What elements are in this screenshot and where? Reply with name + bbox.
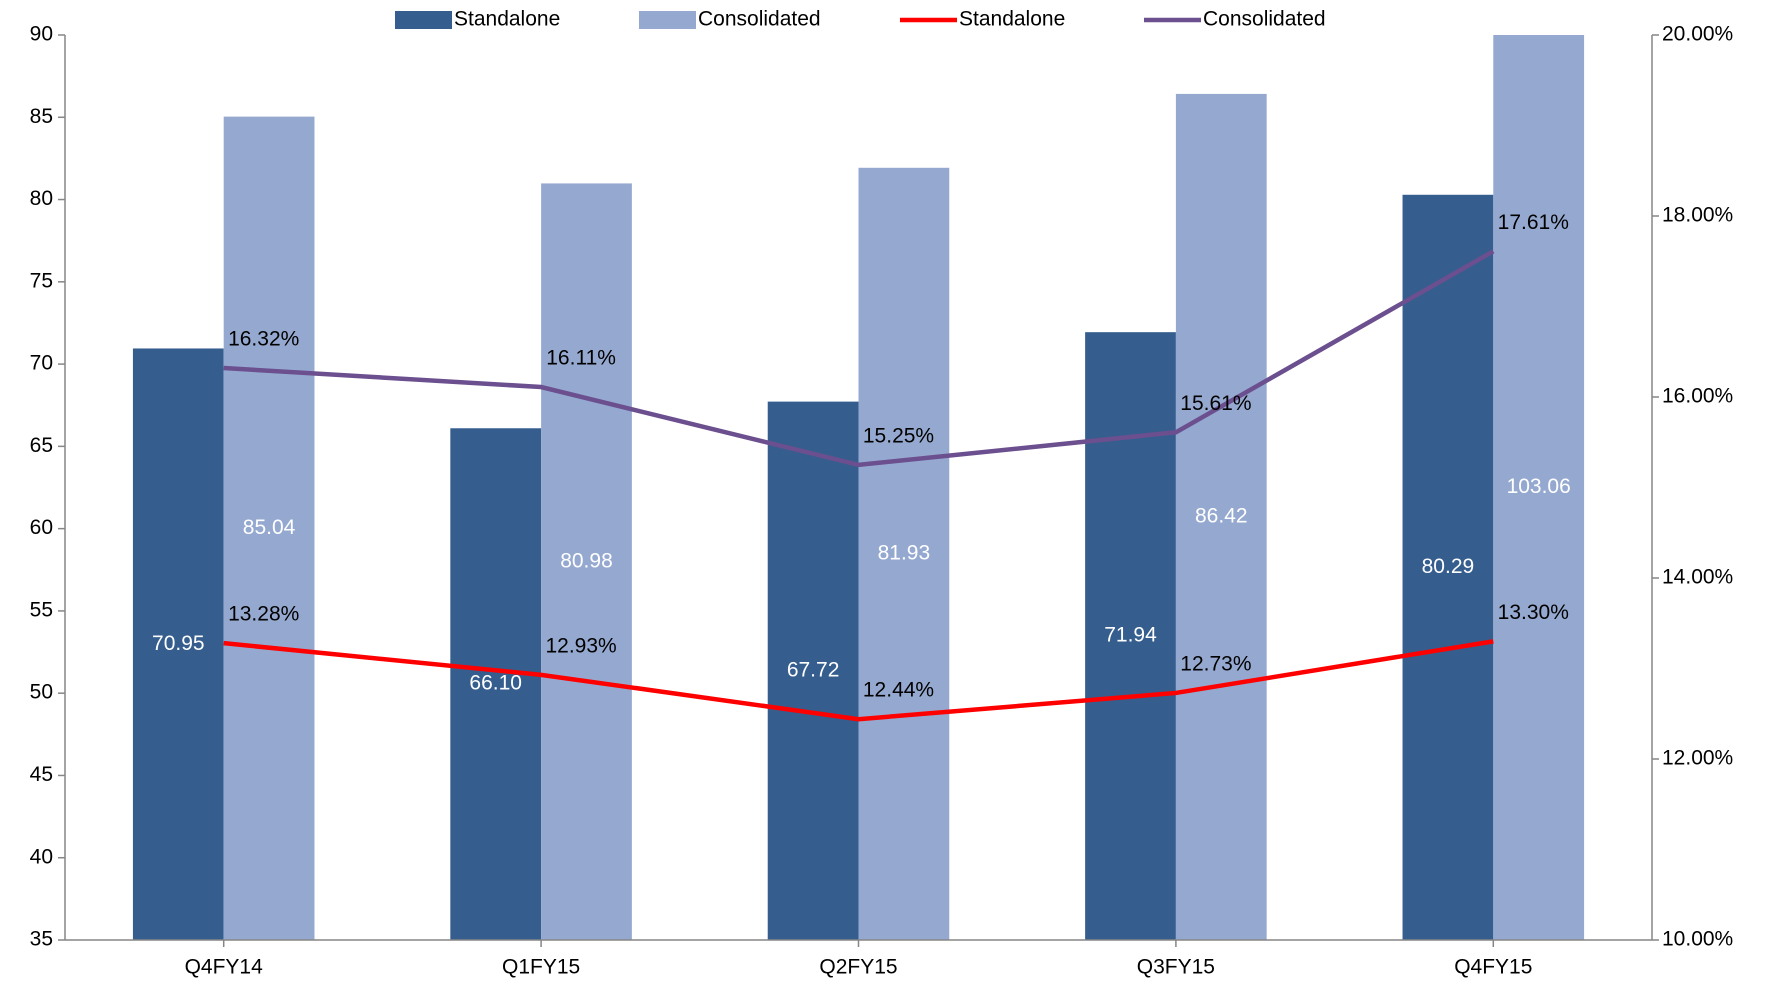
- bar-value-label: 80.98: [560, 549, 613, 572]
- bar-value-label: 71.94: [1104, 624, 1157, 647]
- x-tick-label: Q4FY14: [185, 956, 264, 979]
- bar: [767, 401, 859, 940]
- y-tick-label: 80: [30, 187, 53, 210]
- bar-value-label: 103.06: [1507, 475, 1571, 498]
- y2-tick-label: 12.00%: [1662, 747, 1733, 770]
- y-tick-label: 65: [30, 434, 53, 457]
- bar: [1402, 194, 1494, 940]
- line-value-label: 16.32%: [228, 328, 299, 351]
- y2-tick-label: 18.00%: [1662, 204, 1733, 227]
- line-value-label: 12.93%: [545, 634, 616, 657]
- bar-value-label: 81.93: [878, 541, 931, 564]
- bar-value-label: 66.10: [469, 672, 522, 695]
- line-value-label: 17.61%: [1498, 211, 1569, 234]
- bar-value-label: 67.72: [787, 658, 840, 681]
- bar-value-label: 86.42: [1195, 505, 1248, 528]
- y-tick-label: 85: [30, 105, 53, 128]
- x-tick-label: Q4FY15: [1454, 956, 1532, 979]
- bar-value-label: 80.29: [1422, 555, 1475, 578]
- x-tick-label: Q2FY15: [819, 956, 897, 979]
- line-value-label: 15.25%: [863, 424, 934, 447]
- legend-swatch: [639, 11, 696, 29]
- y2-tick-label: 10.00%: [1662, 928, 1733, 951]
- y-tick-label: 40: [30, 845, 53, 868]
- bar: [541, 183, 632, 940]
- line-value-label: 12.73%: [1180, 652, 1251, 675]
- bar: [223, 116, 315, 940]
- legend-label: Consolidated: [1203, 8, 1326, 31]
- line-series: [223, 249, 1495, 468]
- y2-tick-label: 14.00%: [1662, 566, 1733, 589]
- line-value-label: 12.44%: [863, 679, 934, 702]
- bar: [858, 167, 950, 940]
- line-value-label: 13.28%: [228, 603, 299, 626]
- bar: [450, 428, 542, 940]
- x-tick-label: Q1FY15: [502, 956, 580, 979]
- x-tick-label: Q3FY15: [1137, 956, 1215, 979]
- line-series: [223, 639, 1494, 722]
- line-value-label: 16.11%: [546, 347, 616, 370]
- y-tick-label: 45: [30, 763, 53, 786]
- y-tick-label: 90: [30, 23, 53, 46]
- bar: [1175, 93, 1267, 940]
- bar-value-label: 85.04: [243, 516, 296, 539]
- legend-label: Standalone: [959, 8, 1065, 31]
- line-value-label: 15.61%: [1180, 392, 1251, 415]
- bar-value-label: 70.95: [152, 632, 205, 655]
- y2-tick-label: 20.00%: [1662, 23, 1733, 46]
- y-tick-label: 60: [30, 516, 53, 539]
- bar: [1493, 35, 1585, 940]
- y-tick-label: 35: [30, 928, 53, 951]
- bar: [132, 348, 224, 940]
- legend-swatch: [395, 11, 452, 29]
- line-value-label: 13.30%: [1498, 601, 1569, 624]
- y-tick-label: 75: [30, 269, 53, 292]
- y-tick-label: 55: [30, 598, 53, 621]
- y2-tick-label: 16.00%: [1662, 385, 1733, 408]
- legend-label: Consolidated: [698, 8, 821, 31]
- legend-label: Standalone: [454, 8, 560, 31]
- plot-area: [132, 35, 1585, 940]
- y-tick-label: 50: [30, 681, 53, 704]
- y-tick-label: 70: [30, 352, 53, 375]
